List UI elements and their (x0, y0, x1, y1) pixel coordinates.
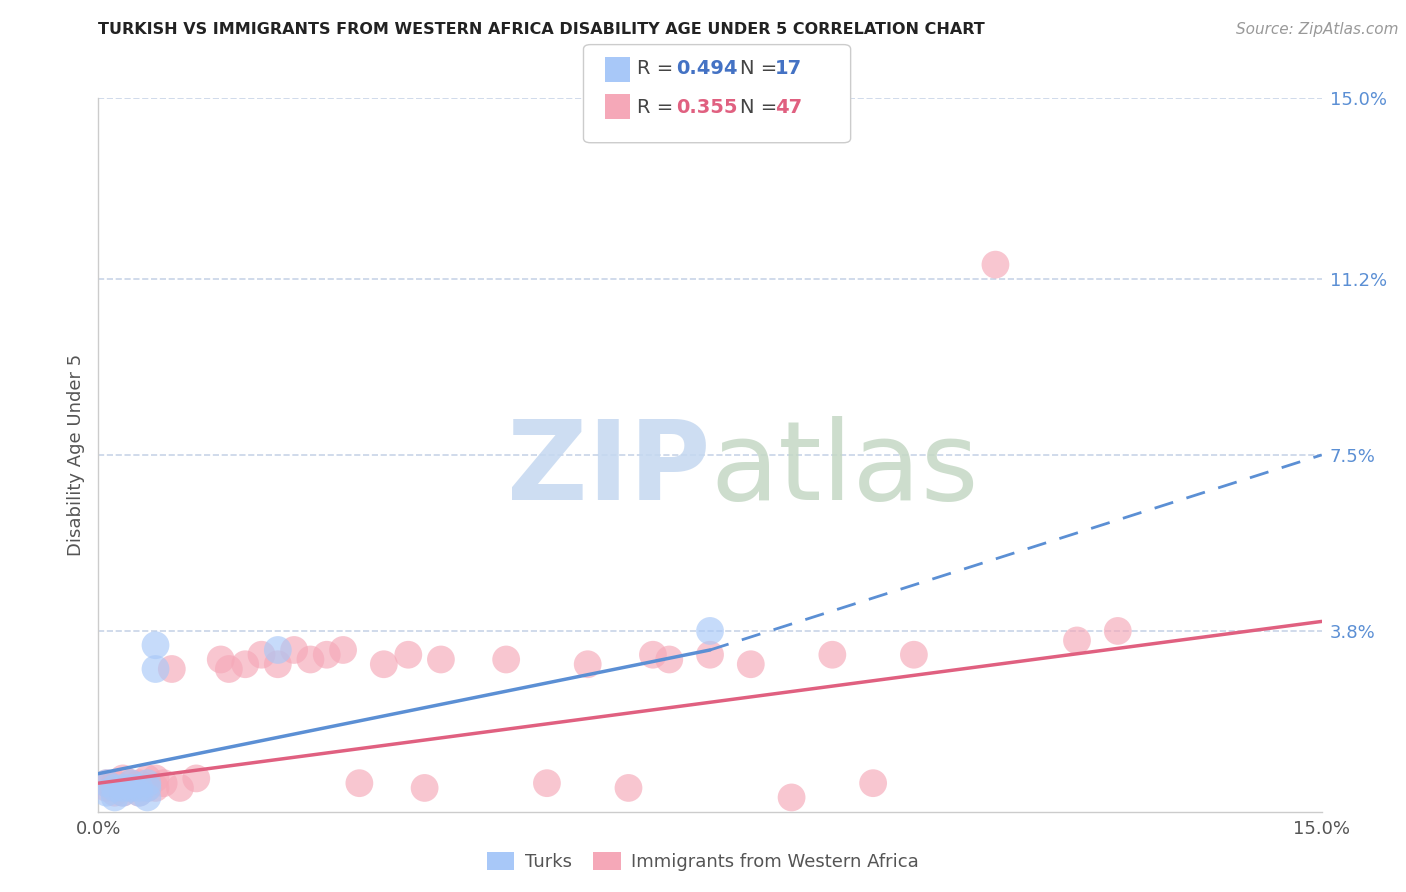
Point (120, 776, 142, 790)
Point (96, 780, 118, 795)
Point (104, 786, 127, 800)
Point (780, 790, 803, 805)
Point (128, 776, 150, 790)
Point (136, 780, 159, 795)
Point (658, 652, 681, 666)
Point (699, 624, 721, 638)
Point (332, 643, 354, 657)
Point (862, 776, 884, 790)
Text: TURKISH VS IMMIGRANTS FROM WESTERN AFRICA DISABILITY AGE UNDER 5 CORRELATION CHA: TURKISH VS IMMIGRANTS FROM WESTERN AFRIC… (98, 22, 986, 37)
Point (699, 648, 721, 662)
Text: atlas: atlas (710, 416, 979, 523)
Point (152, 776, 174, 790)
Point (641, 648, 664, 662)
Point (136, 780, 159, 795)
Point (145, 772, 167, 786)
Point (111, 772, 134, 786)
Point (145, 662, 167, 676)
Point (299, 652, 322, 666)
Point (128, 786, 150, 800)
Point (903, 648, 925, 662)
Text: 17: 17 (775, 59, 801, 78)
Point (209, 652, 232, 666)
Point (136, 790, 159, 805)
Point (267, 657, 290, 672)
Point (349, 776, 371, 790)
Point (740, 657, 762, 672)
Point (120, 780, 142, 795)
Point (169, 780, 191, 795)
Text: R =: R = (637, 59, 679, 78)
Point (136, 776, 159, 790)
Text: R =: R = (637, 97, 679, 117)
Point (1107, 624, 1129, 638)
Legend: Turks, Immigrants from Western Africa: Turks, Immigrants from Western Africa (479, 845, 927, 879)
Point (315, 648, 337, 662)
Text: Source: ZipAtlas.com: Source: ZipAtlas.com (1236, 22, 1399, 37)
Point (96, 776, 118, 790)
Text: N =: N = (740, 97, 783, 117)
Point (104, 790, 127, 805)
Point (111, 786, 134, 800)
Point (283, 643, 305, 657)
Point (111, 786, 134, 800)
Text: 47: 47 (775, 97, 801, 117)
Text: N =: N = (740, 59, 783, 78)
Point (495, 652, 517, 666)
Text: ZIP: ZIP (506, 416, 710, 523)
Point (821, 648, 844, 662)
Point (984, 258, 1007, 272)
Point (617, 780, 640, 795)
Point (186, 772, 208, 786)
Point (267, 643, 290, 657)
Point (373, 657, 395, 672)
Point (104, 776, 127, 790)
Point (233, 657, 256, 672)
Point (1066, 633, 1088, 648)
Point (128, 786, 150, 800)
Point (536, 776, 558, 790)
Text: 0.355: 0.355 (676, 97, 738, 117)
Point (120, 776, 142, 790)
Point (145, 638, 167, 652)
Point (396, 648, 419, 662)
Y-axis label: Disability Age Under 5: Disability Age Under 5 (66, 354, 84, 556)
Point (111, 780, 134, 795)
Point (96, 776, 118, 790)
Point (576, 657, 599, 672)
Point (250, 648, 273, 662)
Point (218, 662, 240, 676)
Point (430, 652, 453, 666)
Text: 0.494: 0.494 (676, 59, 738, 78)
Point (413, 780, 436, 795)
Point (96, 786, 118, 800)
Point (104, 780, 127, 795)
Point (145, 780, 167, 795)
Point (160, 662, 183, 676)
Point (120, 780, 142, 795)
Point (136, 772, 159, 786)
Point (128, 780, 150, 795)
